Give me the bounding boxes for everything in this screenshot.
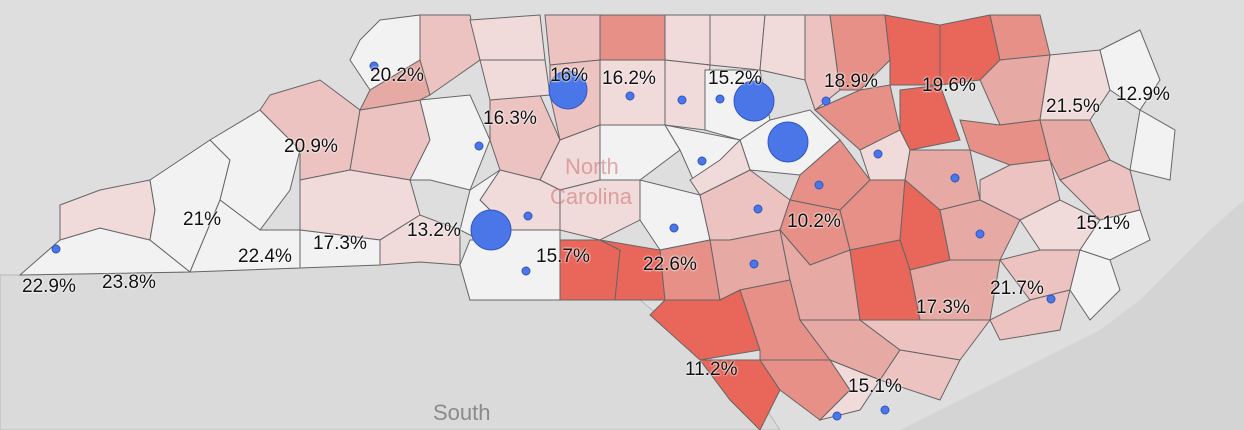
county-value-label: 13.2% [407,220,461,241]
county-shape[interactable] [1039,49,1111,121]
county-value-label: 11.2% [685,359,738,380]
county-shape[interactable] [989,14,1051,61]
county-shape[interactable] [469,14,546,61]
city-marker[interactable] [474,141,484,151]
county-value-label: 16% [550,65,589,86]
county-shape[interactable] [599,14,666,61]
county-shape[interactable] [879,349,961,401]
state-label-carolina: Carolina [550,184,632,209]
county-value-label: 21% [183,209,222,230]
county-value-label: 23.8% [102,272,156,293]
city-marker[interactable] [832,411,842,421]
city-marker[interactable] [873,149,883,159]
county-value-label: 16.2% [602,68,656,89]
county-value-label: 22.9% [22,276,76,297]
city-marker[interactable] [880,405,890,415]
city-marker[interactable] [767,121,809,163]
city-marker[interactable] [548,70,588,110]
county-value-label: 21.5% [1046,96,1100,117]
city-marker[interactable] [697,156,707,166]
county-shape[interactable] [689,139,751,196]
state-label-north: North [565,154,619,179]
county-value-label: 17.3% [916,297,970,318]
county-shape[interactable] [858,319,991,361]
county-value-label: 17.3% [313,233,367,254]
county-shape[interactable] [599,239,666,301]
county-shape[interactable] [419,14,481,96]
county-shape[interactable] [544,14,601,66]
city-markers[interactable] [51,61,1056,421]
county-value-label: 15.7% [536,246,590,267]
county-value-label: 21.7% [990,278,1044,299]
county-shape[interactable] [814,84,901,151]
county-shape[interactable] [699,359,781,430]
city-marker[interactable] [369,61,379,71]
county-value-label: 16.3% [483,108,537,129]
city-marker[interactable] [753,204,763,214]
city-marker[interactable] [51,244,61,254]
county-value-label: 10.2% [787,211,841,232]
county-value-label: 22.4% [238,246,292,267]
county-value-label: 12.9% [1116,84,1170,105]
neighbor-state-label: South [433,400,491,425]
city-marker[interactable] [814,180,824,190]
county-shape[interactable] [884,14,941,86]
city-marker[interactable] [821,96,831,106]
city-marker[interactable] [523,211,533,221]
city-marker[interactable] [950,173,960,183]
county-shape[interactable] [899,84,961,151]
county-shape[interactable] [759,14,806,81]
county-shape[interactable] [1099,29,1161,111]
county-shape[interactable] [1129,109,1176,181]
county-shape[interactable] [709,14,766,71]
city-marker[interactable] [715,94,725,104]
county-shape[interactable] [1079,209,1151,261]
county-value-label: 18.9% [824,71,878,92]
county-polygons[interactable] [18,14,1176,430]
county-shape[interactable] [479,59,551,101]
county-value-label: 22.6% [643,254,697,275]
county-shape[interactable] [359,59,431,111]
county-value-label: 19.6% [922,75,976,96]
county-value-label: 15.1% [1076,213,1130,234]
county-shape[interactable] [189,199,301,273]
county-shape[interactable] [829,14,891,91]
city-marker[interactable] [625,91,635,101]
city-marker[interactable] [521,266,531,276]
county-value-label: 15.2% [708,68,762,89]
county-value-label: 20.2% [370,65,424,86]
city-marker[interactable] [1046,294,1056,304]
city-marker[interactable] [470,209,512,251]
county-shape[interactable] [1069,249,1121,321]
city-marker[interactable] [975,229,985,239]
county-value-label: 15.1% [848,376,902,397]
county-shape[interactable] [409,94,491,191]
city-marker[interactable] [749,259,759,269]
county-shape[interactable] [909,259,1001,321]
city-marker[interactable] [677,95,687,105]
county-value-label: 20.9% [284,136,338,157]
county-shape[interactable] [664,59,711,131]
city-marker[interactable] [733,80,775,122]
city-marker[interactable] [669,223,679,233]
county-shape[interactable] [664,14,711,66]
